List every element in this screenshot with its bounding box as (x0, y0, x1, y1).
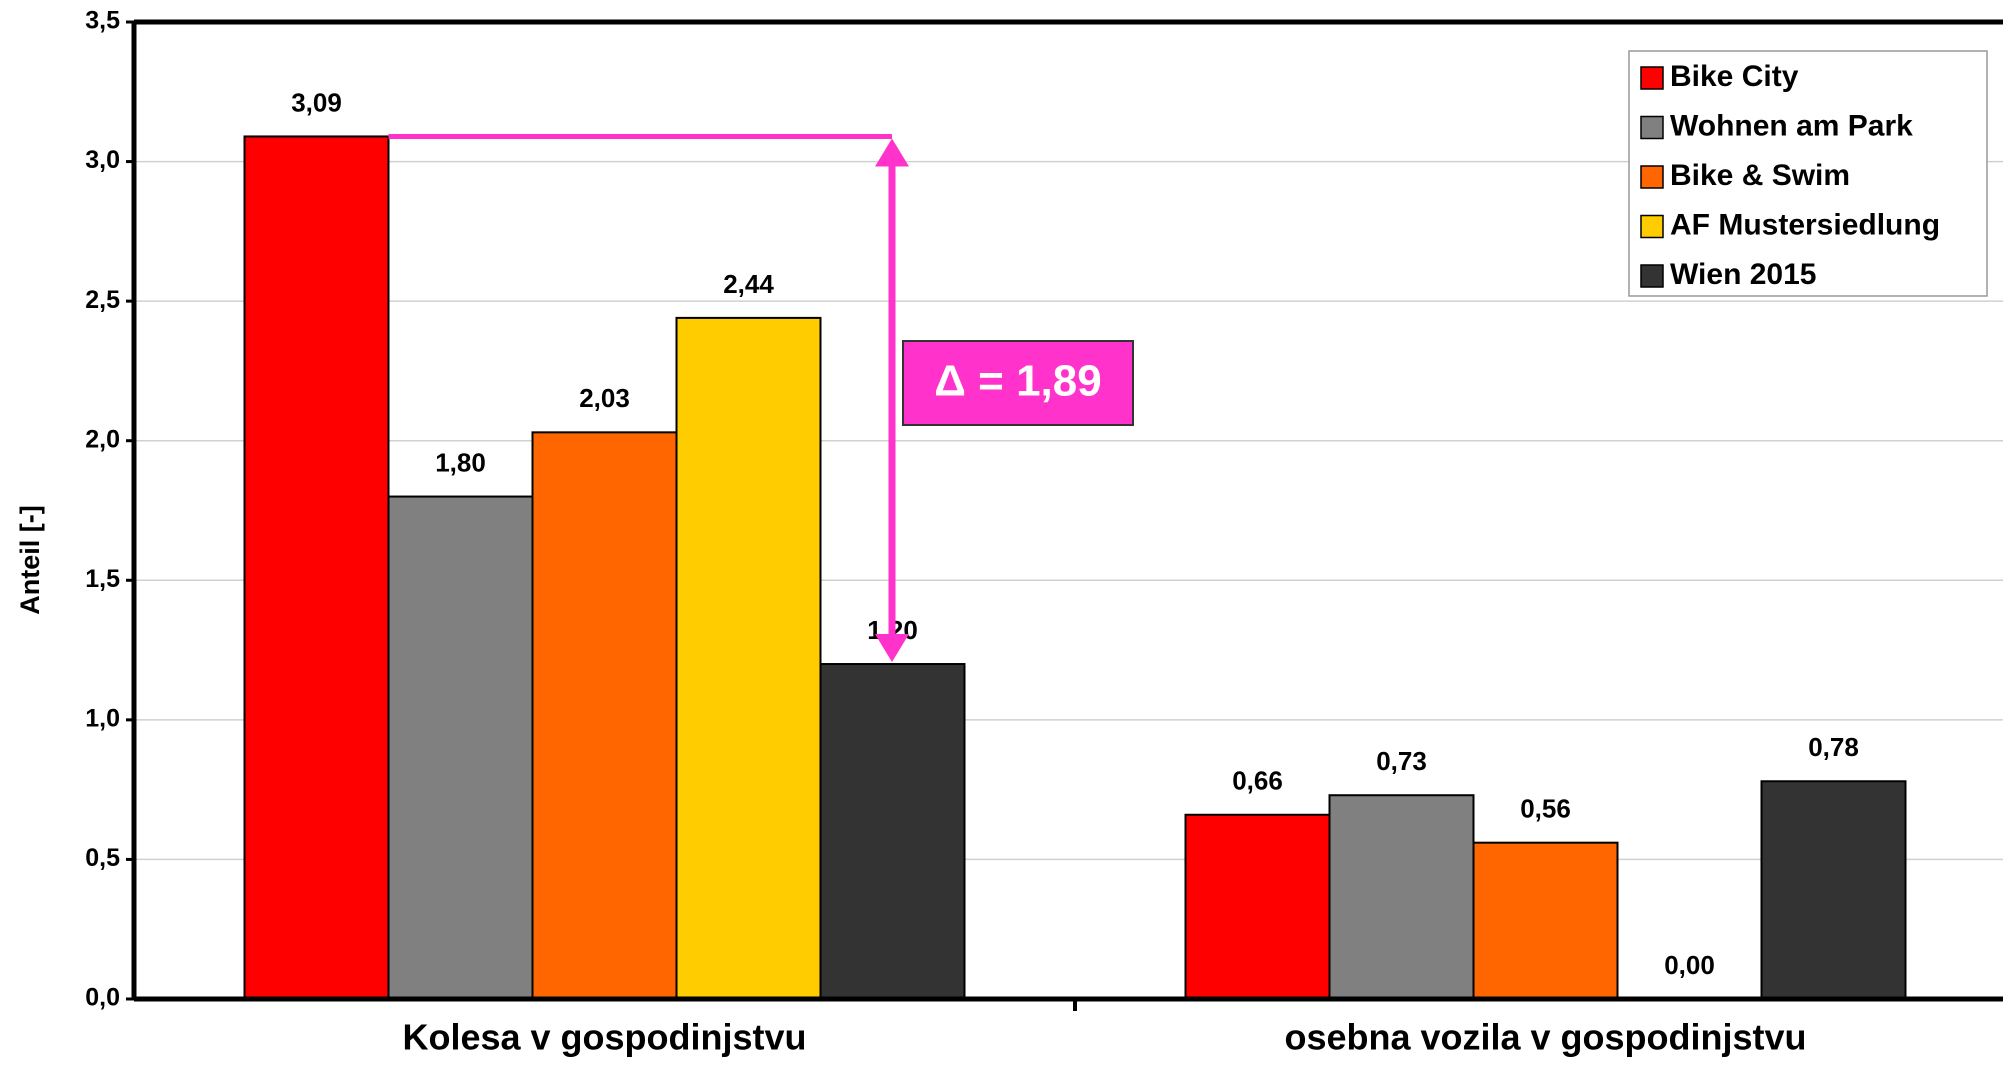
legend-label: Wohnen am Park (1670, 109, 1913, 142)
y-tick-label: 2,5 (85, 286, 120, 314)
legend-box (1628, 50, 1988, 297)
value-label: 2,44 (723, 269, 774, 299)
legend-swatch (1640, 165, 1664, 189)
annotation-box (902, 340, 1134, 426)
y-tick-label: 3,0 (85, 146, 120, 174)
legend-swatch (1640, 66, 1664, 90)
y-axis-label: Anteil [-] (15, 505, 45, 614)
x-tick-label: osebna vozila v gospodinjstvu (1284, 1017, 1806, 1058)
annotation-text: Δ = 1,89 (934, 357, 1101, 406)
legend-label: AF Mustersiedlung (1670, 208, 1940, 241)
y-tick-label: 0,5 (85, 844, 120, 872)
bar (1328, 794, 1475, 1000)
bar (1184, 813, 1331, 1000)
legend-swatch (1640, 264, 1664, 288)
arrow-head (875, 634, 909, 663)
bar (1472, 841, 1619, 1000)
value-label: 0,78 (1808, 732, 1859, 762)
bar (1760, 780, 1907, 1000)
legend-swatch (1640, 214, 1664, 239)
value-label: 0,73 (1376, 746, 1427, 776)
y-tick-label: 0,0 (85, 984, 120, 1012)
value-label: 1,80 (435, 447, 486, 477)
value-label: 0,56 (1520, 794, 1571, 824)
legend-label: Wien 2015 (1670, 258, 1816, 291)
y-tick-label: 1,0 (85, 704, 120, 732)
y-tick-label: 1,5 (85, 565, 120, 593)
y-tick-label: 2,0 (85, 425, 120, 453)
value-label: 0,66 (1232, 766, 1283, 796)
value-label: 2,03 (579, 383, 630, 413)
bar (243, 135, 390, 1001)
bar (387, 495, 534, 1000)
arrow-head (875, 138, 909, 167)
legend-label: Bike City (1670, 60, 1799, 93)
legend-label: Bike & Swim (1670, 159, 1850, 192)
legend-swatch (1640, 115, 1664, 140)
x-tick-label: Kolesa v gospodinjstvu (402, 1017, 806, 1058)
bar (819, 663, 966, 1000)
y-tick-label: 3,5 (85, 7, 120, 35)
value-label: 3,09 (291, 87, 342, 117)
bar (531, 431, 678, 1000)
value-label: 0,00 (1664, 950, 1715, 980)
bar (675, 316, 822, 1000)
